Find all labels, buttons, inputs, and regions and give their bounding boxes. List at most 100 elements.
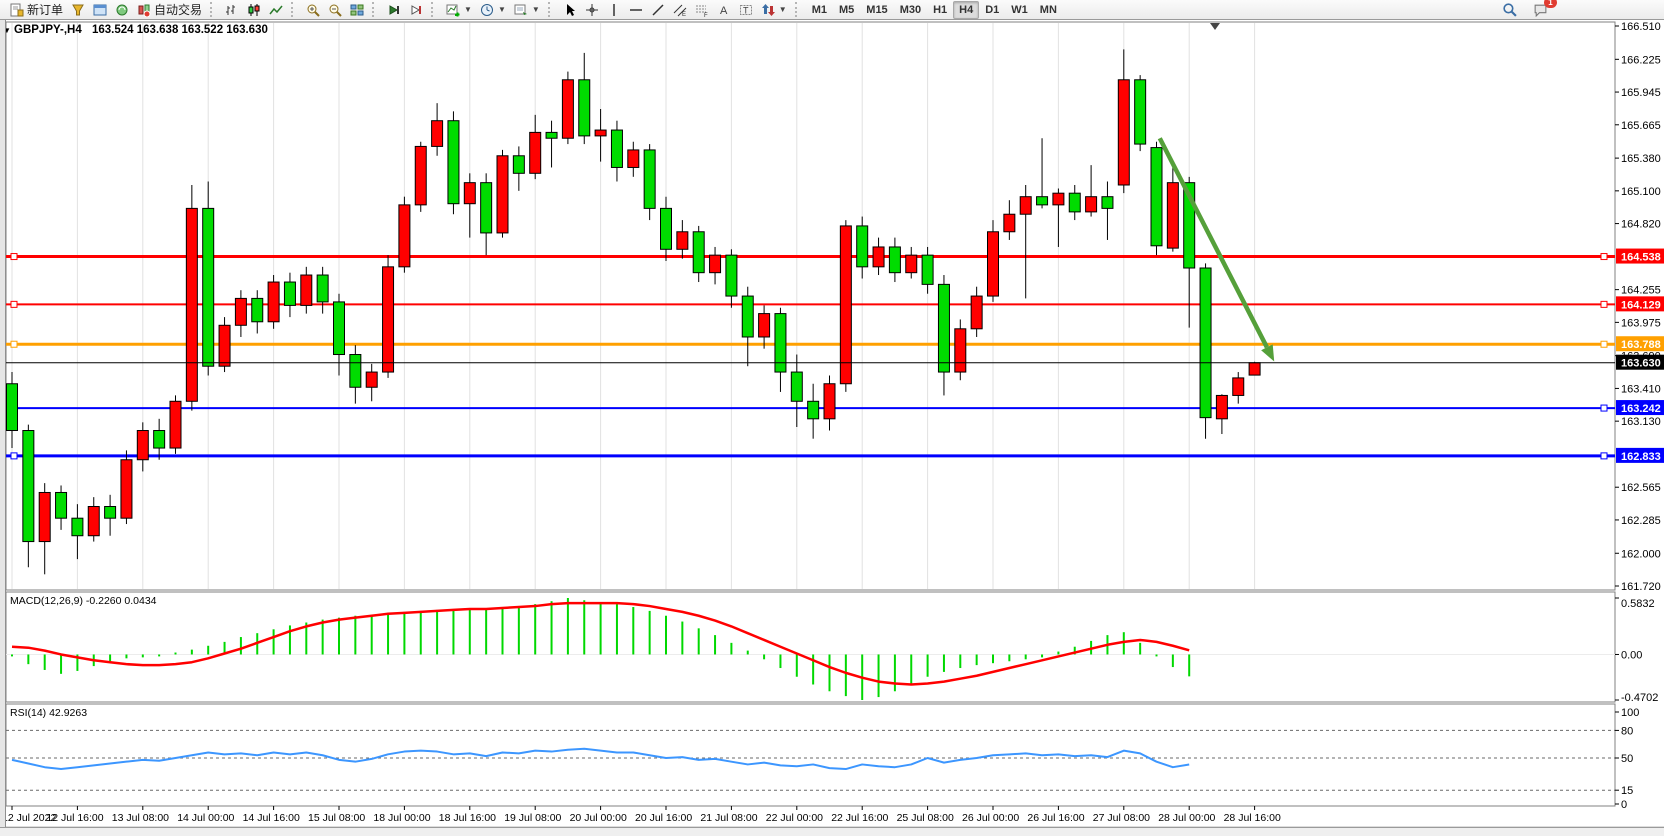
candle <box>872 237 885 276</box>
indicators-button[interactable]: ▼ <box>442 0 476 19</box>
candle <box>610 120 623 182</box>
time-tick[interactable]: 27 Jul 08:00 <box>1093 812 1150 824</box>
time-tick[interactable]: 25 Jul 08:00 <box>897 812 954 824</box>
trend-arrow-head[interactable] <box>1261 344 1275 362</box>
tile-windows-button[interactable] <box>346 0 368 19</box>
crosshair-icon <box>585 3 598 16</box>
toolbar-group-orders: 新订单 自动交易 <box>4 0 208 19</box>
candle <box>496 149 509 238</box>
time-tick[interactable]: 13 Jul 08:00 <box>112 812 169 824</box>
text-button[interactable]: A <box>713 0 735 19</box>
candle <box>709 246 722 285</box>
trendline-button[interactable] <box>647 0 669 19</box>
price-tick: 165.100 <box>1621 186 1661 198</box>
timeframe-mn-button[interactable]: MN <box>1039 3 1057 16</box>
candle <box>1232 372 1245 404</box>
time-tick[interactable]: 26 Jul 16:00 <box>1027 812 1084 824</box>
candle <box>382 255 395 378</box>
price-line-handle[interactable] <box>10 300 18 308</box>
text-label-button[interactable]: T <box>735 0 757 19</box>
channel-button[interactable]: E <box>669 0 691 19</box>
time-tick[interactable]: 18 Jul 00:00 <box>373 812 430 824</box>
timeframe-m15-button[interactable]: M15 <box>866 3 888 16</box>
price-line-handle[interactable] <box>10 452 18 460</box>
auto-scroll-button[interactable] <box>383 0 405 19</box>
time-tick[interactable]: 12 Jul 2022 <box>2 812 56 824</box>
price-line-handle[interactable] <box>1600 300 1608 308</box>
chart-shift-button[interactable] <box>405 0 427 19</box>
timeframe-m5-button[interactable]: M5 <box>839 3 855 16</box>
candle <box>774 307 787 392</box>
autotrading-icon <box>138 4 151 17</box>
window-left-edge <box>0 20 6 836</box>
arrows-button[interactable]: ▼ <box>757 0 791 19</box>
vertical-line-button[interactable] <box>603 0 625 19</box>
candlestick-chart[interactable]: GBPJPY-,H4 163.524 163.638 163.522 163.63… <box>0 20 1664 836</box>
price-line-handle[interactable] <box>10 340 18 348</box>
price-line-handle[interactable] <box>1600 253 1608 261</box>
timeframe-m1-button[interactable]: M1 <box>811 3 827 16</box>
funnel-button[interactable] <box>67 0 89 19</box>
zoom-out-icon <box>329 4 342 17</box>
time-tick[interactable]: 12 Jul 16:00 <box>46 812 103 824</box>
timeframe-d1-button[interactable]: D1 <box>985 3 1000 16</box>
fibonacci-button[interactable]: F <box>691 0 713 19</box>
price-line-handle[interactable] <box>10 253 18 261</box>
crosshair-button[interactable] <box>581 0 603 19</box>
cursor-icon <box>566 3 575 16</box>
notifications-button[interactable]: 1 <box>1529 0 1557 19</box>
timeframe-h1-button[interactable]: H1 <box>933 3 948 16</box>
trend-arrow[interactable] <box>1157 137 1269 349</box>
price-tick: 166.225 <box>1621 54 1661 66</box>
time-tick[interactable]: 28 Jul 00:00 <box>1158 812 1215 824</box>
chart-menu-caret[interactable]: ▼ <box>3 26 11 35</box>
time-tick[interactable]: 20 Jul 16:00 <box>635 812 692 824</box>
toolbar-group-timeframes: M1 M5 M15 M30 H1 H4 D1 W1 MN <box>804 0 1065 19</box>
time-tick[interactable]: 26 Jul 00:00 <box>962 812 1019 824</box>
timeframe-h4-button[interactable]: H4 <box>953 0 980 19</box>
zoom-out-button[interactable] <box>324 0 346 19</box>
time-tick[interactable]: 28 Jul 16:00 <box>1224 812 1281 824</box>
timeframe-w1-button[interactable]: W1 <box>1011 3 1028 16</box>
candle <box>218 317 231 373</box>
candle <box>447 111 460 215</box>
time-tick[interactable]: 21 Jul 08:00 <box>700 812 757 824</box>
candle <box>627 141 640 177</box>
time-tick[interactable]: 22 Jul 00:00 <box>766 812 823 824</box>
time-tick[interactable]: 14 Jul 00:00 <box>177 812 234 824</box>
price-tick: 163.410 <box>1621 383 1661 395</box>
autotrading-button[interactable]: 自动交易 <box>133 0 206 19</box>
horizontal-line-button[interactable] <box>625 0 647 19</box>
candle <box>970 286 983 337</box>
time-tick[interactable]: 18 Jul 16:00 <box>439 812 496 824</box>
candlestick-button[interactable] <box>243 0 265 19</box>
time-tick[interactable]: 15 Jul 08:00 <box>308 812 365 824</box>
rsi-pane[interactable] <box>5 703 1616 807</box>
price-line-handle[interactable] <box>1600 404 1608 412</box>
price-line-handle[interactable] <box>1600 340 1608 348</box>
time-tick[interactable]: 22 Jul 16:00 <box>831 812 888 824</box>
new-chart-button[interactable] <box>89 0 111 19</box>
cursor-button[interactable] <box>559 0 581 19</box>
new-order-button[interactable]: 新订单 <box>6 0 67 19</box>
time-tick[interactable]: 14 Jul 16:00 <box>243 812 300 824</box>
timeframe-m30-button[interactable]: M30 <box>899 3 922 16</box>
zoom-in-button[interactable] <box>302 0 324 19</box>
bar-chart-button[interactable] <box>221 0 243 19</box>
time-tick[interactable]: 19 Jul 08:00 <box>504 812 561 824</box>
price-line-handle[interactable] <box>1600 452 1608 460</box>
auto-scroll-icon <box>389 4 400 15</box>
signals-button[interactable] <box>111 0 133 19</box>
templates-button[interactable]: ▼ <box>510 0 544 19</box>
search-button[interactable] <box>1498 0 1521 19</box>
candle <box>1052 188 1065 247</box>
main-pane[interactable] <box>5 21 1616 591</box>
candle <box>136 422 149 472</box>
time-tick[interactable]: 20 Jul 00:00 <box>570 812 627 824</box>
equidistant-channel-icon: E <box>673 4 687 17</box>
line-chart-button[interactable] <box>265 0 287 19</box>
current-price-label: 163.630 <box>1621 358 1661 370</box>
chevron-down-icon: ▼ <box>497 5 506 14</box>
price-tick: 162.565 <box>1621 482 1661 494</box>
periods-button[interactable]: ▼ <box>476 0 510 19</box>
